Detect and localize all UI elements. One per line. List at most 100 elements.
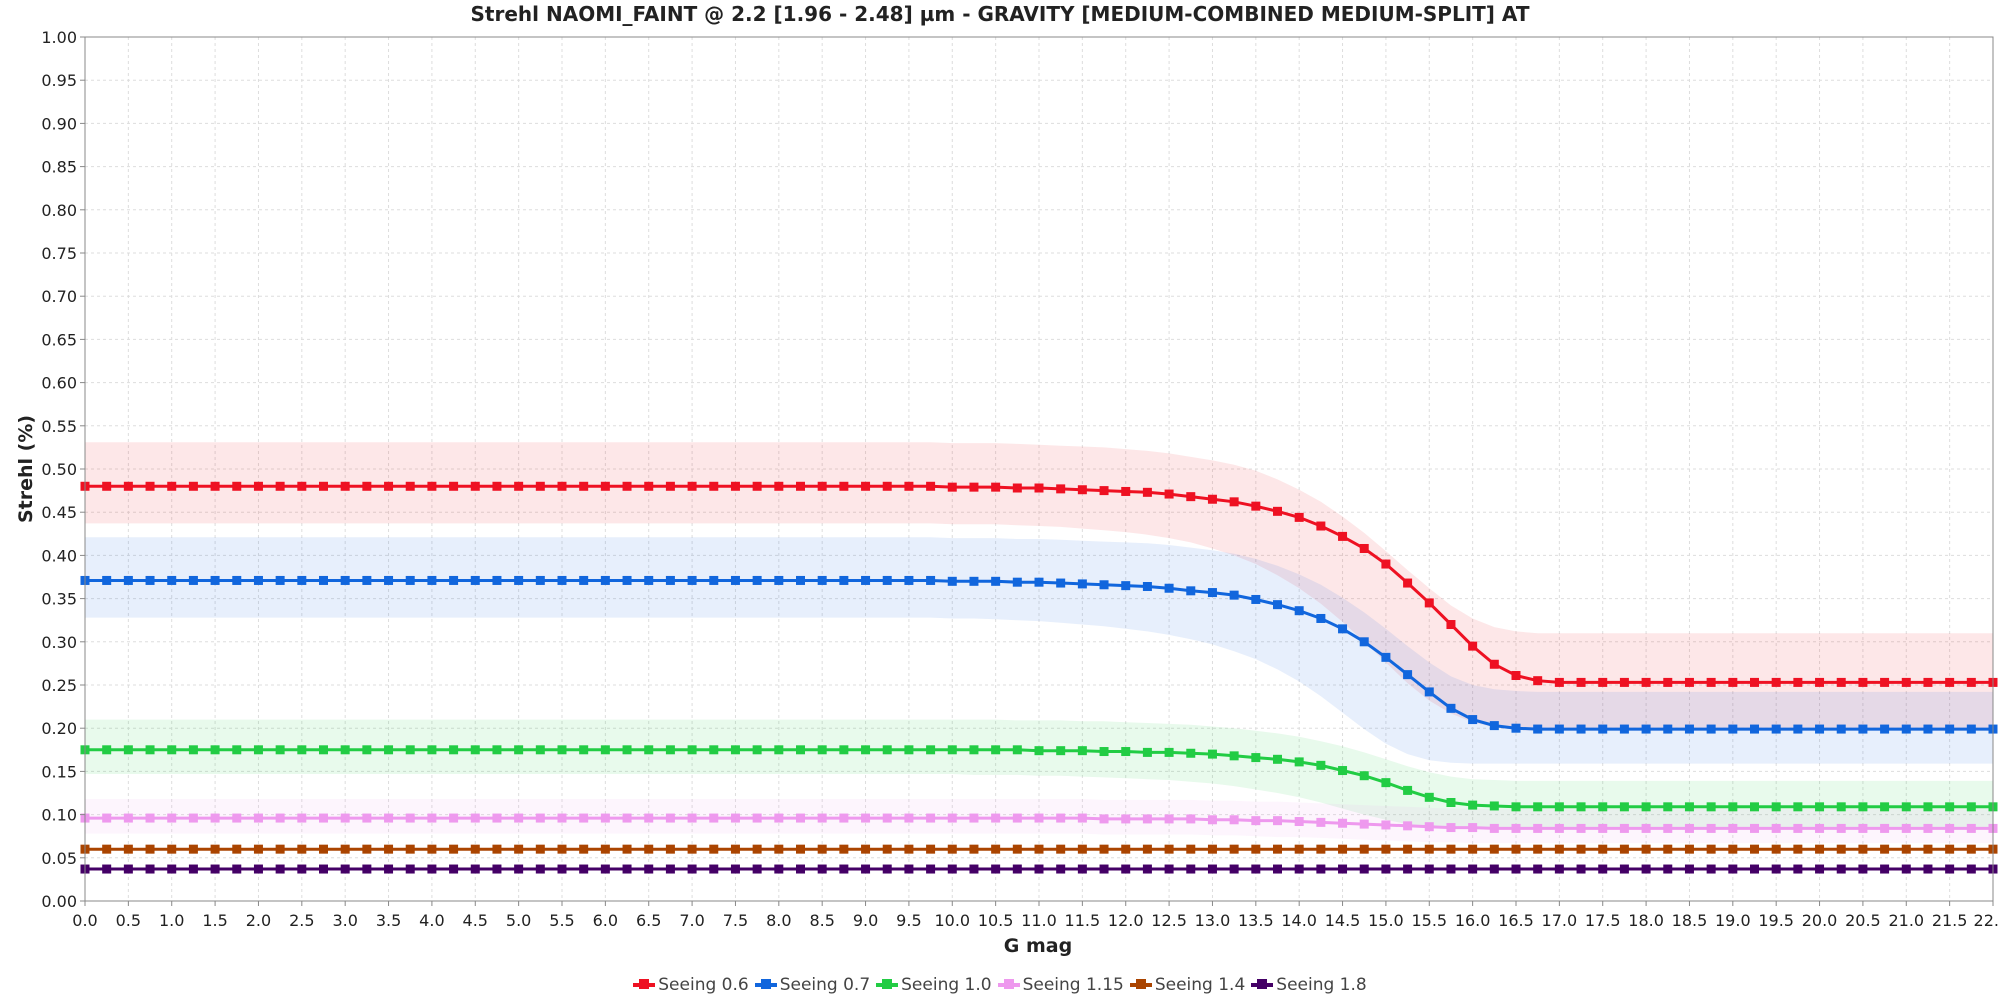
- x-tick-label: 0.5: [116, 911, 141, 930]
- point-seeing-0-6: [1468, 641, 1478, 651]
- point-seeing-0-7: [1403, 670, 1413, 680]
- point-seeing-1-0: [1316, 760, 1326, 770]
- point-seeing-1-8: [1815, 864, 1825, 874]
- point-seeing-1-8: [319, 864, 328, 874]
- y-axis-label: Strehl (%): [15, 415, 37, 523]
- x-tick-label: 0.0: [72, 911, 97, 930]
- point-seeing-1-8: [1554, 864, 1564, 874]
- point-seeing-1-4: [882, 844, 892, 854]
- point-seeing-0-7: [449, 575, 459, 585]
- point-seeing-1-15: [861, 813, 871, 823]
- point-seeing-0-7: [904, 575, 914, 585]
- point-seeing-0-6: [861, 481, 871, 491]
- point-seeing-1-4: [1641, 844, 1651, 854]
- point-seeing-0-7: [1554, 724, 1564, 734]
- point-seeing-1-15: [1273, 816, 1282, 826]
- point-seeing-0-7: [1945, 724, 1955, 734]
- point-seeing-1-0: [1207, 749, 1217, 759]
- point-seeing-1-4: [1186, 844, 1196, 854]
- x-tick-label: 9.0: [853, 911, 878, 930]
- point-seeing-1-4: [1359, 844, 1369, 854]
- chart-title: Strehl NAOMI_FAINT @ 2.2 [1.96 - 2.48] µ…: [470, 2, 1530, 26]
- point-seeing-1-8: [1034, 864, 1044, 874]
- point-seeing-1-8: [1793, 864, 1803, 874]
- point-seeing-1-15: [1142, 814, 1152, 824]
- point-seeing-1-4: [1207, 844, 1217, 854]
- x-tick-label: 8.0: [766, 911, 791, 930]
- point-seeing-1-8: [1901, 864, 1911, 874]
- point-seeing-1-15: [1511, 823, 1521, 833]
- point-seeing-0-6: [319, 481, 328, 491]
- point-seeing-1-0: [470, 745, 480, 755]
- point-seeing-1-0: [1554, 802, 1564, 812]
- point-seeing-1-15: [991, 813, 1001, 823]
- legend-swatch: [1129, 979, 1152, 989]
- point-seeing-0-7: [232, 575, 242, 585]
- point-seeing-1-8: [253, 864, 263, 874]
- point-seeing-0-6: [839, 481, 849, 491]
- point-seeing-1-8: [1468, 864, 1478, 874]
- x-tick-label: 2.5: [289, 911, 314, 930]
- point-seeing-1-15: [1619, 823, 1629, 833]
- y-tick-label: 0.75: [41, 244, 77, 263]
- point-seeing-0-7: [1858, 724, 1868, 734]
- point-seeing-1-8: [904, 864, 914, 874]
- point-seeing-1-0: [1858, 802, 1868, 812]
- band-seeing-0-6: [85, 442, 1993, 731]
- point-seeing-0-7: [622, 575, 632, 585]
- point-seeing-0-6: [709, 481, 719, 491]
- point-seeing-0-7: [1294, 606, 1304, 616]
- point-seeing-0-6: [752, 481, 762, 491]
- y-tick-label: 1.00: [41, 28, 77, 47]
- point-seeing-0-6: [1598, 677, 1608, 687]
- point-seeing-0-7: [1121, 581, 1131, 591]
- point-seeing-1-15: [796, 813, 805, 823]
- point-seeing-1-0: [1142, 747, 1152, 757]
- point-seeing-1-0: [817, 745, 827, 755]
- x-tick-label: 21.5: [1932, 911, 1968, 930]
- point-seeing-0-7: [861, 575, 871, 585]
- point-seeing-0-7: [1663, 724, 1673, 734]
- band-seeing-0-7: [85, 537, 1993, 764]
- point-seeing-1-15: [1554, 823, 1564, 833]
- y-tick-label: 0.45: [41, 503, 77, 522]
- y-tick-label: 0.95: [41, 71, 77, 90]
- point-seeing-1-15: [514, 813, 524, 823]
- point-seeing-0-6: [1207, 494, 1217, 504]
- point-seeing-1-8: [1121, 864, 1131, 874]
- point-seeing-1-4: [1663, 844, 1673, 854]
- point-seeing-0-7: [123, 575, 133, 585]
- x-axis-ticks: 0.0 0.5 1.0 1.5 2.0 2.5 3.0 3.5 4.0 4.5 5.0 5.5 6.0 6…: [72, 901, 1999, 930]
- x-tick-label: 12.5: [1151, 911, 1187, 930]
- point-seeing-0-6: [1142, 487, 1152, 497]
- point-seeing-1-15: [362, 813, 372, 823]
- point-seeing-1-4: [1619, 844, 1629, 854]
- x-tick-label: 4.0: [419, 911, 444, 930]
- point-seeing-1-15: [1251, 816, 1261, 826]
- point-seeing-1-8: [557, 864, 567, 874]
- point-seeing-0-6: [1403, 578, 1413, 588]
- point-seeing-0-7: [1728, 724, 1738, 734]
- point-seeing-1-15: [1836, 823, 1846, 833]
- point-seeing-1-0: [232, 745, 242, 755]
- point-seeing-0-7: [1684, 724, 1694, 734]
- point-seeing-1-15: [1923, 823, 1933, 833]
- x-tick-label: 19.5: [1758, 911, 1794, 930]
- point-seeing-1-15: [535, 813, 545, 823]
- point-seeing-1-4: [188, 844, 198, 854]
- point-seeing-0-6: [1316, 521, 1326, 531]
- point-seeing-1-8: [796, 864, 805, 874]
- point-seeing-1-8: [297, 864, 307, 874]
- point-seeing-0-6: [1121, 486, 1131, 496]
- point-seeing-0-6: [882, 481, 892, 491]
- point-seeing-0-6: [1099, 486, 1109, 496]
- point-seeing-1-15: [969, 813, 979, 823]
- y-tick-label: 0.05: [41, 849, 77, 868]
- point-seeing-1-4: [1446, 844, 1456, 854]
- point-seeing-0-7: [1880, 724, 1890, 734]
- point-seeing-1-15: [1077, 813, 1087, 823]
- point-seeing-1-0: [1663, 802, 1673, 812]
- point-seeing-1-4: [1077, 844, 1087, 854]
- point-seeing-1-8: [709, 864, 719, 874]
- point-seeing-0-6: [622, 481, 632, 491]
